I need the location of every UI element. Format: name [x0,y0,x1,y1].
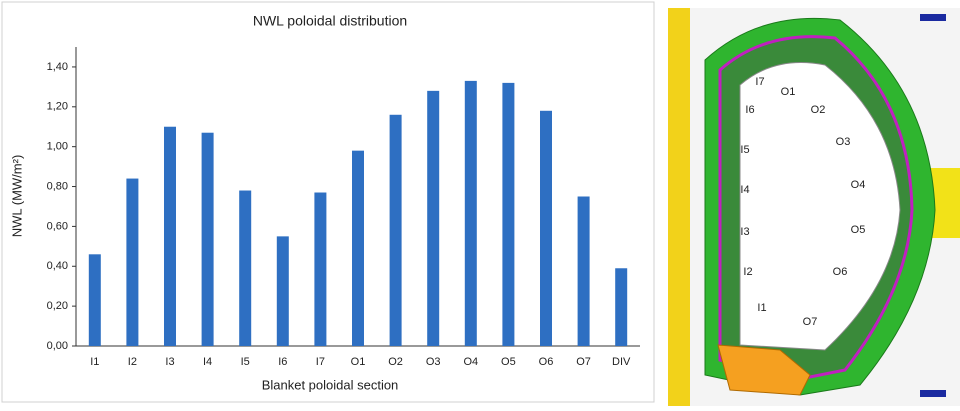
section-label: I1 [757,302,766,314]
plasma [739,62,901,351]
bar [540,110,552,346]
y-tick-label: 0,20 [47,300,68,312]
x-tick-label: O4 [463,356,478,368]
x-tick-label: O6 [539,356,554,368]
y-axis-title: NWL (MW/m²) [9,155,24,238]
x-tick-label: O2 [388,356,403,368]
x-tick-label: I6 [278,356,287,368]
section-label: O5 [851,224,866,236]
x-tick-label: O1 [351,356,366,368]
x-tick-label: O7 [576,356,591,368]
bar [464,80,477,347]
y-tick-label: 1,40 [47,61,68,73]
y-tick-label: 0,60 [47,220,68,232]
diagram [668,8,960,406]
x-tick-label: I4 [203,356,212,368]
x-tick-label: I1 [90,356,99,368]
x-tick-label: I3 [165,356,174,368]
yellow-structure [668,8,690,406]
bar [164,126,176,346]
bar [577,196,590,346]
section-label: O1 [781,86,796,98]
section-label: I5 [740,144,749,156]
section-label: I6 [745,104,754,116]
section-label: O2 [811,104,826,116]
bar [389,114,402,346]
y-tick-label: 0,00 [47,340,68,352]
x-tick-label: O5 [501,356,516,368]
bar [276,236,289,346]
section-label: O3 [836,136,851,148]
bar [502,82,515,346]
bar [427,90,440,346]
x-tick-label: I2 [128,356,137,368]
bar [88,254,101,346]
section-label: I4 [740,184,749,196]
x-tick-label: I7 [316,356,325,368]
section-label: O6 [833,266,848,278]
section-label: O4 [851,179,866,191]
chart-title: NWL poloidal distribution [253,13,407,29]
bar [239,190,252,346]
x-axis-title: Blanket poloidal section [262,377,399,392]
x-tick-label: DIV [612,356,631,368]
section-label: I2 [743,266,752,278]
y-tick-label: 0,80 [47,180,68,192]
marker [920,390,946,397]
x-tick-label: I5 [241,356,250,368]
y-tick-label: 1,20 [47,101,68,113]
bar [314,192,327,346]
bar [201,132,214,346]
bar [126,178,139,346]
section-label: I7 [755,76,764,88]
section-label: I3 [740,226,749,238]
marker [920,14,946,21]
divertor [717,344,811,396]
y-tick-label: 1,00 [47,141,68,153]
section-label: O7 [803,316,818,328]
bar [352,150,364,346]
x-tick-label: O3 [426,356,441,368]
y-tick-label: 0,40 [47,260,68,272]
bar [615,268,628,346]
